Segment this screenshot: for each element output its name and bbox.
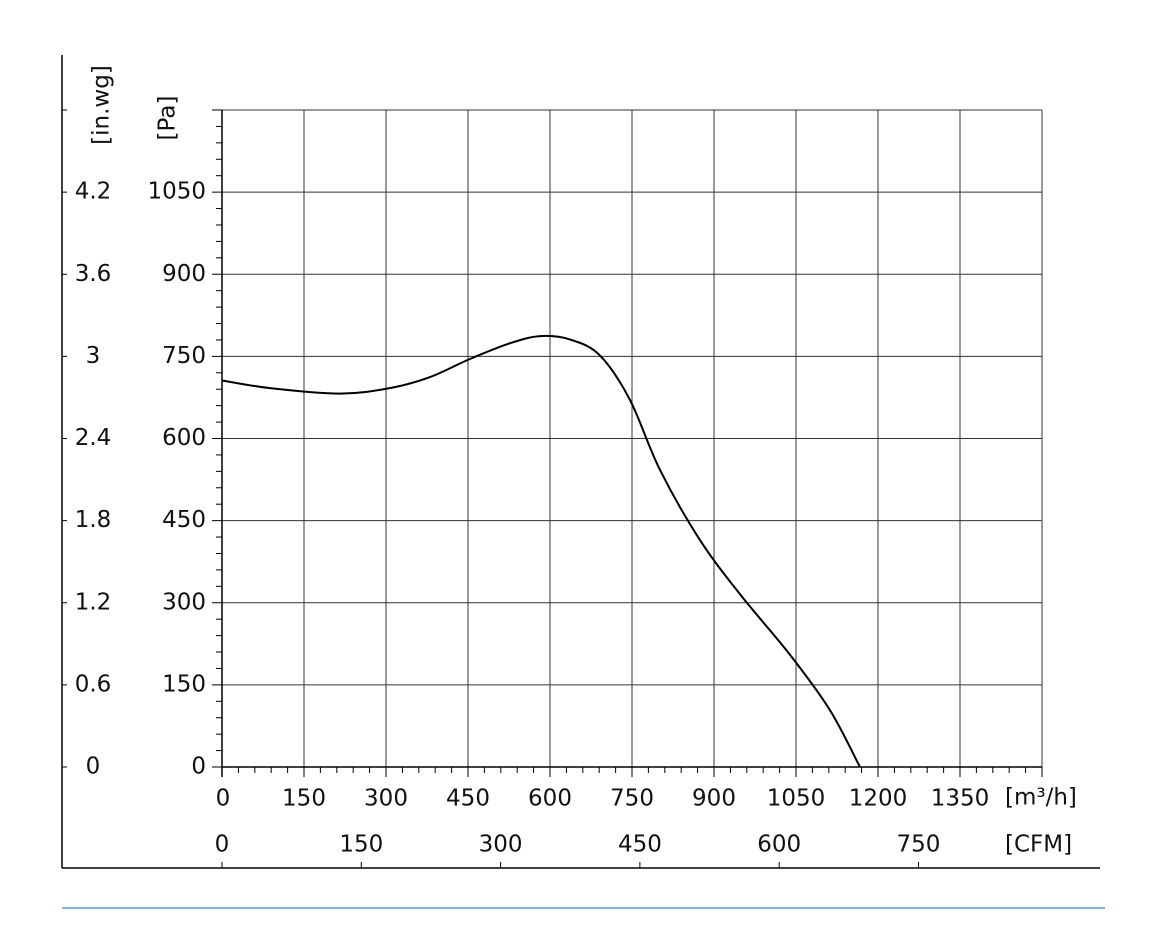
x2-tick-label: 600: [757, 832, 801, 858]
x-tick-label: 600: [528, 786, 572, 812]
y2-tick-label: 1.2: [75, 589, 112, 615]
x-tick-label: 1200: [849, 786, 908, 812]
y-tick-label: 450: [162, 507, 206, 533]
x-tick-label: 300: [364, 786, 408, 812]
y-tick-label: 150: [162, 671, 206, 697]
y-tick-label: 0: [191, 754, 206, 780]
y-tick-label: 750: [162, 343, 206, 369]
x-tick-label: 150: [282, 786, 326, 812]
x-tick-label: 900: [692, 786, 736, 812]
x2-tick-label: 0: [215, 832, 230, 858]
x2-tick-label: 750: [897, 832, 941, 858]
y2-tick-label: 2.4: [75, 425, 112, 451]
y2-tick-label: 3: [86, 343, 101, 369]
x2-tick-label: 300: [479, 832, 523, 858]
x2-axis-label: [CFM]: [1005, 832, 1072, 858]
x2-tick-label: 450: [618, 832, 662, 858]
y2-tick-label: 3.6: [75, 261, 112, 287]
y-axis-label: [Pa]: [155, 96, 181, 141]
x-tick-label: 450: [446, 786, 490, 812]
fan-curve: [221, 334, 861, 768]
x-axis-label: [m³/h]: [1005, 785, 1077, 811]
y2-tick-label: 0.6: [75, 671, 112, 697]
x-tick-label: 0: [216, 786, 231, 812]
x-tick-label: 1350: [931, 786, 990, 812]
y-tick-label: 900: [162, 261, 206, 287]
x2-tick-label: 150: [339, 832, 383, 858]
x-tick-label: 750: [610, 786, 654, 812]
y2-axis-label: [in.wg]: [89, 65, 115, 145]
y-tick-label: 600: [162, 425, 206, 451]
y-tick-label: 300: [162, 589, 206, 615]
y2-tick-label: 1.8: [75, 507, 112, 533]
y-tick-label: 1050: [147, 179, 206, 205]
x-tick-label: 1050: [767, 786, 826, 812]
y2-tick-label: 4.2: [75, 179, 112, 205]
y2-tick-label: 0: [86, 754, 101, 780]
